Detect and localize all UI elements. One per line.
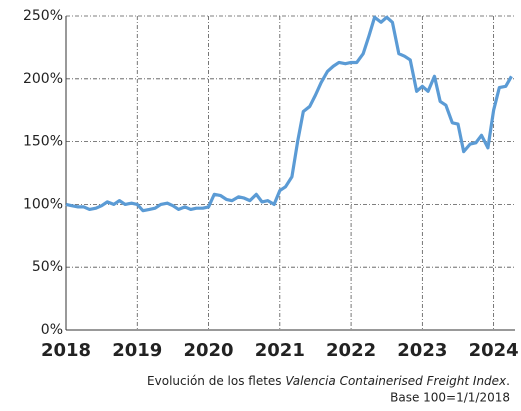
caption: Evolución de los fletes Valencia Contain… (147, 374, 510, 388)
x-tick-label: 2018 (41, 340, 91, 361)
y-tick-label: 0% (41, 322, 63, 338)
x-tick-label: 2024 (469, 340, 519, 361)
x-tick-label: 2019 (112, 340, 162, 361)
caption-part: Evolución de los fletes (147, 374, 285, 388)
note: Base 100=1/1/2018 (390, 391, 510, 405)
x-tick-label: 2022 (326, 340, 376, 361)
y-tick-label: 250% (23, 8, 63, 24)
data-line (65, 15, 513, 213)
y-tick-label: 200% (23, 71, 63, 87)
caption-part: Valencia Containerised Freight Index (285, 374, 507, 388)
y-tick-label: 50% (32, 259, 63, 275)
y-tick-label: 100% (23, 196, 63, 212)
x-tick-label: 2020 (183, 340, 233, 361)
caption-part: . (506, 374, 510, 388)
y-tick-label: 150% (23, 134, 63, 150)
x-tick-label: 2023 (397, 340, 447, 361)
x-tick-label: 2021 (255, 340, 305, 361)
